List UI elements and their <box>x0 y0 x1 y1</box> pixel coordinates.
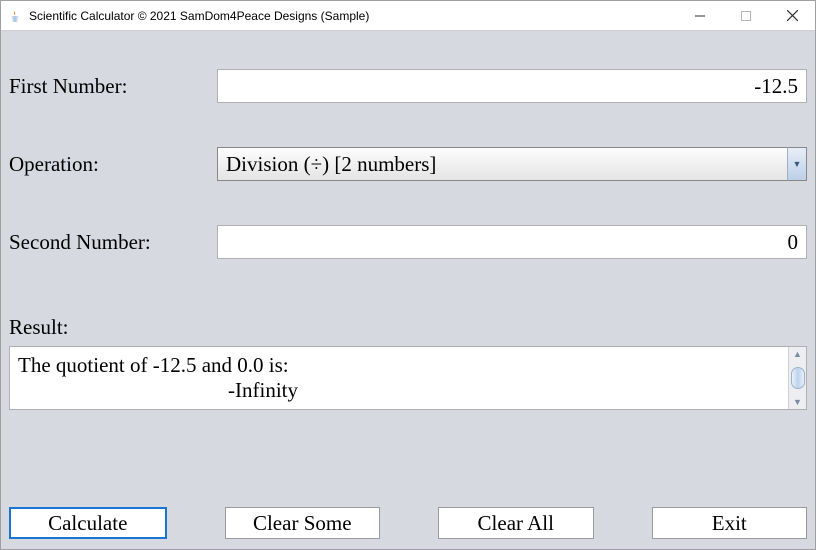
scroll-thumb[interactable] <box>791 367 805 389</box>
chevron-down-icon: ▼ <box>787 147 807 181</box>
clear-all-button[interactable]: Clear All <box>438 507 594 539</box>
client-area: First Number: Operation: Division (÷) [2… <box>1 31 815 549</box>
result-output: The quotient of -12.5 and 0.0 is: -Infin… <box>9 346 807 410</box>
java-app-icon <box>7 8 23 24</box>
titlebar: Scientific Calculator © 2021 SamDom4Peac… <box>1 1 815 31</box>
exit-button[interactable]: Exit <box>652 507 808 539</box>
first-number-row: First Number: <box>9 69 807 103</box>
first-number-input[interactable] <box>217 69 807 103</box>
scroll-up-icon: ▲ <box>793 349 802 359</box>
calculate-button[interactable]: Calculate <box>9 507 167 539</box>
second-number-label: Second Number: <box>9 230 217 255</box>
close-button[interactable] <box>769 1 815 30</box>
first-number-label: First Number: <box>9 74 217 99</box>
result-scrollbar[interactable]: ▲ ▼ <box>788 347 806 409</box>
minimize-button[interactable] <box>677 1 723 30</box>
scroll-down-icon: ▼ <box>793 397 802 407</box>
operation-row: Operation: Division (÷) [2 numbers] ▼ <box>9 147 807 181</box>
result-label: Result: <box>9 315 807 340</box>
result-text: The quotient of -12.5 and 0.0 is: -Infin… <box>10 347 788 409</box>
button-row: Calculate Clear Some Clear All Exit <box>9 507 807 541</box>
window-title: Scientific Calculator © 2021 SamDom4Peac… <box>29 9 677 23</box>
clear-some-button[interactable]: Clear Some <box>225 507 381 539</box>
operation-selected-value: Division (÷) [2 numbers] <box>226 152 436 177</box>
second-number-row: Second Number: <box>9 225 807 259</box>
result-section: Result: The quotient of -12.5 and 0.0 is… <box>9 315 807 410</box>
maximize-button[interactable] <box>723 1 769 30</box>
second-number-input[interactable] <box>217 225 807 259</box>
window-controls <box>677 1 815 30</box>
operation-select[interactable]: Division (÷) [2 numbers] ▼ <box>217 147 807 181</box>
app-window: Scientific Calculator © 2021 SamDom4Peac… <box>0 0 816 550</box>
operation-label: Operation: <box>9 152 217 177</box>
